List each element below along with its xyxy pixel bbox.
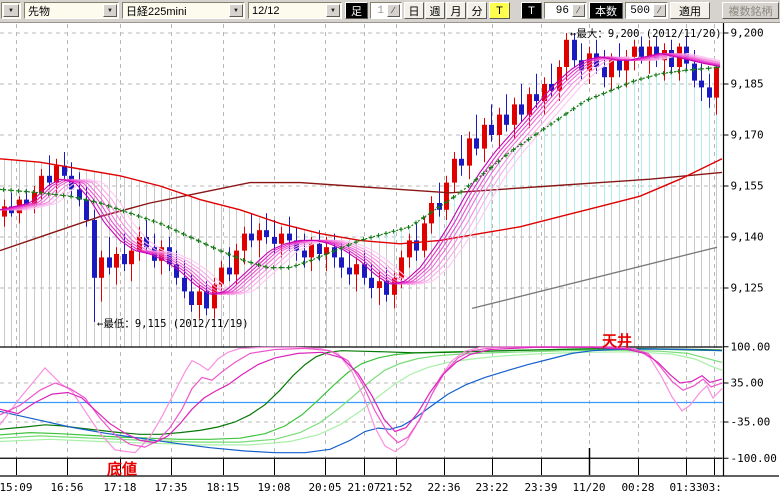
rci-green-mid: [0, 348, 723, 440]
svg-text:19:08: 19:08: [257, 481, 290, 494]
bottom-label: 底値: [107, 460, 137, 478]
ashi-button[interactable]: 足: [345, 2, 368, 19]
chevron-down-icon[interactable]: ▼: [229, 4, 243, 17]
svg-text:9,200: 9,200: [731, 27, 764, 40]
mini-dropdown[interactable]: ▼: [1, 2, 21, 19]
instrument-type-value: 先物: [28, 5, 50, 18]
bar-count-button[interactable]: 本数: [589, 2, 623, 19]
chevron-down-icon[interactable]: ▼: [103, 4, 117, 17]
weekly-button[interactable]: 週: [425, 2, 445, 19]
axis-layer: 9,200 9,185 9,170 9,155 9,140 9,125 100.00 35.0…: [0, 22, 777, 494]
ribbon-layer: [0, 52, 721, 296]
trendline-layer: [471, 246, 718, 310]
svg-text:16:56: 16:56: [50, 481, 83, 494]
toolbar: ▼ 先物 ▼ 日経225mini ▼ 12/12 ▼ 足 1 ∕ 日 週 月 分…: [0, 0, 780, 23]
svg-text:21:07: 21:07: [347, 481, 380, 494]
green-ma-layer: [0, 65, 723, 270]
interval-value: 1: [377, 4, 384, 17]
svg-text:100.00: 100.00: [731, 340, 771, 353]
grid-layer: [0, 24, 723, 475]
ceiling-label: 天井: [602, 332, 632, 350]
svg-text:22:36: 22:36: [427, 481, 460, 494]
symbol-select[interactable]: 日経225mini ▼: [122, 2, 245, 19]
tick-count-value: 96: [555, 4, 569, 17]
rci-pink-light: [0, 346, 723, 454]
svg-text:←最低：9,115 (2012/11/19): ←最低：9,115 (2012/11/19): [97, 317, 249, 330]
apply-button[interactable]: 適用: [670, 2, 710, 19]
tick-mode-button[interactable]: T: [521, 2, 542, 19]
tick-count-stepper[interactable]: 96 ∕: [544, 2, 587, 19]
rci-blue: [0, 348, 723, 454]
svg-text:03:: 03:: [702, 481, 722, 494]
multi-symbol-button: 複数銘柄: [722, 2, 779, 19]
interval-stepper[interactable]: 1 ∕: [370, 2, 402, 19]
rci-green-dark: [0, 347, 723, 435]
chevron-down-icon: ▼: [3, 4, 19, 17]
svg-text:01:33: 01:33: [669, 481, 702, 494]
svg-text:11/20: 11/20: [572, 481, 605, 494]
minute-button[interactable]: 分: [467, 2, 487, 19]
annotation-layer: ←最大：9,200 (2012/11/20) ←最低：9,115 (2012/11…: [97, 27, 722, 478]
svg-text:00:28: 00:28: [621, 481, 654, 494]
contract-month-select[interactable]: 12/12 ▼: [248, 2, 342, 19]
svg-text:-100.00: -100.00: [731, 452, 777, 465]
daily-button[interactable]: 日: [404, 2, 424, 19]
rci-pink-mid: [0, 346, 723, 448]
monthly-button[interactable]: 月: [446, 2, 466, 19]
contract-month-value: 12/12: [252, 4, 280, 17]
spin-diagonal-icon[interactable]: ∕: [653, 4, 666, 17]
svg-text:23:22: 23:22: [475, 481, 508, 494]
svg-text:9,125: 9,125: [731, 282, 764, 295]
svg-text:18:15: 18:15: [206, 481, 239, 494]
instrument-type-select[interactable]: 先物 ▼: [24, 2, 119, 19]
svg-text:23:39: 23:39: [524, 481, 557, 494]
bar-count-stepper[interactable]: 500 ∕: [625, 2, 668, 19]
svg-text:35.00: 35.00: [731, 376, 764, 389]
chevron-down-icon[interactable]: ▼: [326, 4, 340, 17]
svg-text:17:18: 17:18: [103, 481, 136, 494]
tick-mode-button-active[interactable]: T: [489, 2, 510, 19]
svg-text:←最大：9,200 (2012/11/20): ←最大：9,200 (2012/11/20): [570, 27, 722, 40]
svg-text:9,140: 9,140: [731, 231, 764, 244]
rci-pink-dark: [0, 346, 723, 444]
svg-text:9,185: 9,185: [731, 78, 764, 91]
svg-text:20:05: 20:05: [308, 481, 341, 494]
svg-text:9,155: 9,155: [731, 180, 764, 193]
ma-lines-layer: [0, 158, 723, 252]
svg-text:17:35: 17:35: [154, 481, 187, 494]
svg-text:15:09: 15:09: [0, 481, 33, 494]
symbol-value: 日経225mini: [126, 5, 187, 18]
svg-text:21:52: 21:52: [379, 481, 412, 494]
oscillator-layer: [0, 346, 779, 477]
spin-diagonal-icon[interactable]: ∕: [387, 4, 400, 17]
bar-count-value: 500: [630, 4, 650, 17]
svg-text:9,170: 9,170: [731, 129, 764, 142]
spin-diagonal-icon[interactable]: ∕: [572, 4, 585, 17]
svg-text:-35.00: -35.00: [731, 416, 771, 429]
